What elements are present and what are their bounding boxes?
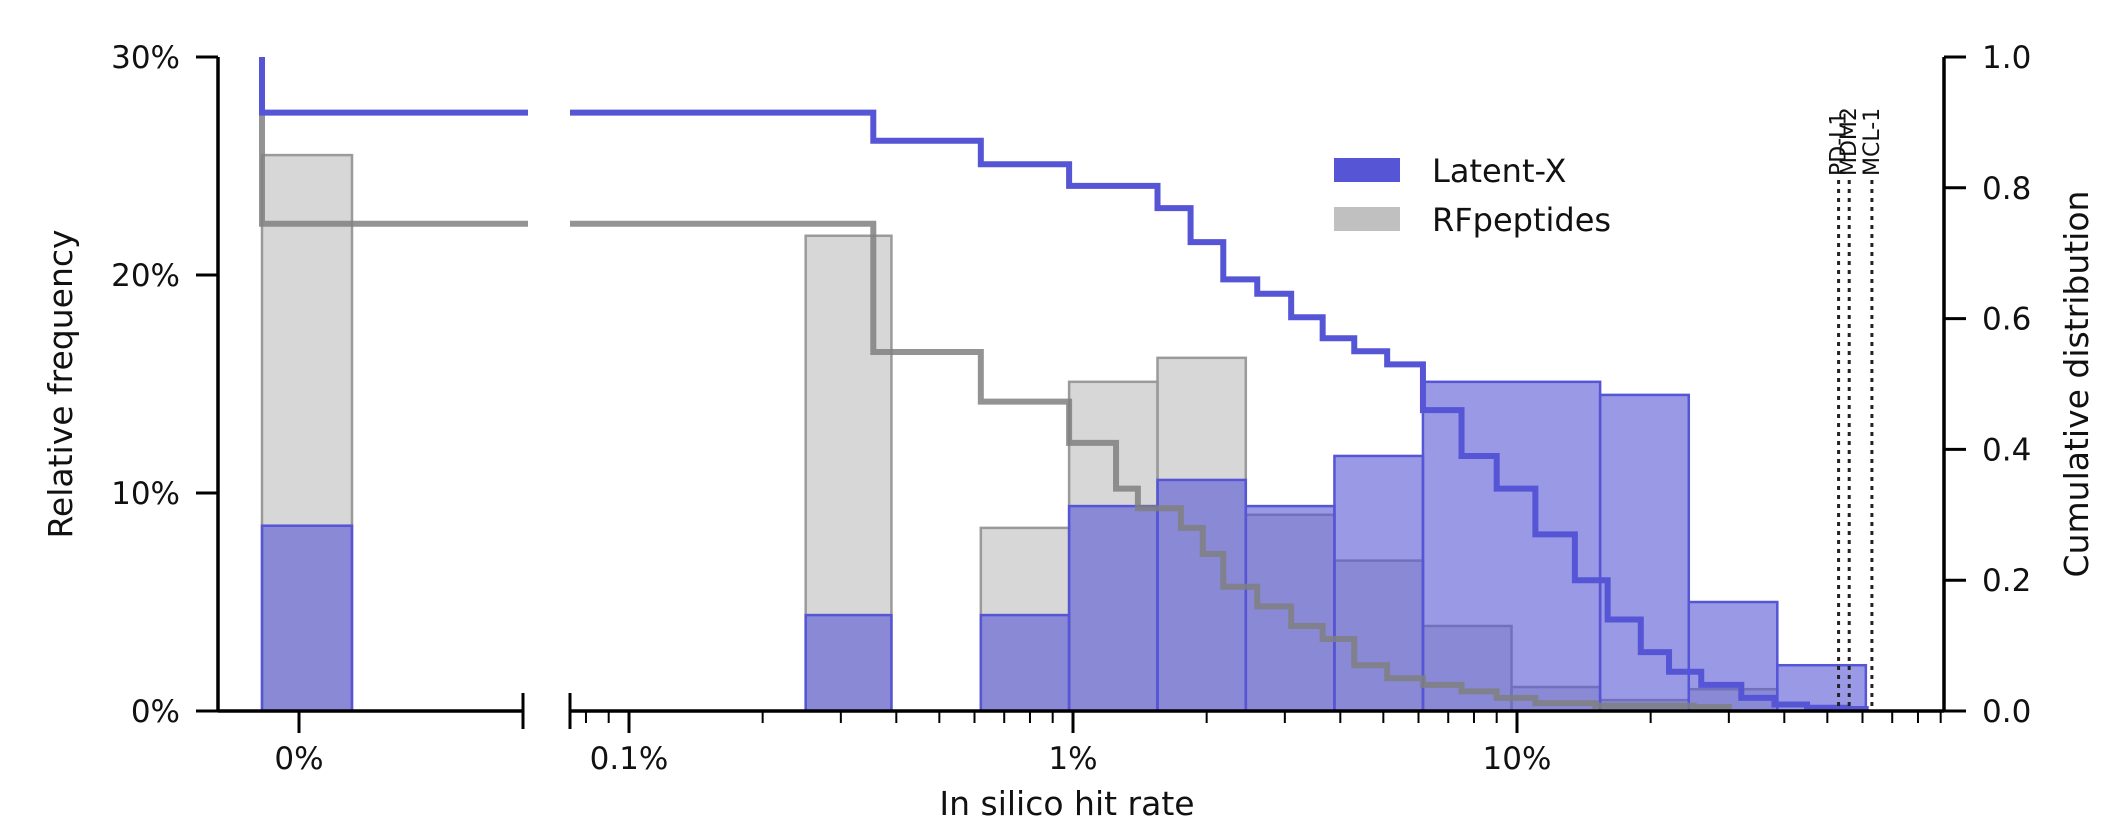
reference-label-pd-l1: PD-L1 [1827, 112, 1852, 176]
axes: 0% 10% 20% 30% 0.0 0.2 0.4 0.6 0.8 1.0 0% 0.1% 1% 10% [111, 40, 2031, 777]
legend-swatch-latent-x [1334, 158, 1400, 182]
cumulative-curves [259, 57, 1869, 713]
reference-label-mcl-1: MCL-1 [1860, 108, 1885, 176]
latent-x-bar-0 [804, 613, 893, 713]
latent-x-bar-8 [1687, 600, 1779, 713]
legend-label-latent-x: Latent-X [1432, 152, 1566, 190]
right-y-tick-label: 1.0 [1982, 40, 2031, 76]
latent-x-bar-7 [1598, 393, 1691, 713]
latent-x-histogram [260, 380, 1868, 713]
right-y-tick-label: 0.0 [1982, 694, 2031, 730]
left-y-axis-title: Relative frequency [41, 229, 80, 538]
legend: Latent-X RFpeptides [1334, 152, 1611, 239]
latent-x-cdf-zero-segment [259, 57, 528, 116]
legend-label-rfpeptides: RFpeptides [1432, 201, 1611, 239]
right-y-axis-title: Cumulative distribution [2057, 191, 2096, 578]
latent-x-bar-1 [979, 613, 1071, 713]
rfpeptides-cdf-line [570, 220, 1732, 711]
x-tick-label: 0% [274, 741, 323, 777]
left-y-tick-label: 30% [111, 40, 180, 76]
latent-x-cdf-line [570, 109, 1869, 713]
latent-x-bar-5 [1333, 454, 1425, 713]
left-y-tick-label: 10% [111, 476, 180, 512]
x-tick-label: 10% [1483, 741, 1552, 777]
latent-x-bar-zero [260, 524, 354, 713]
x-tick-label: 0.1% [590, 741, 669, 777]
x-axis-title: In silico hit rate [939, 784, 1194, 823]
right-y-tick-label: 0.6 [1982, 302, 2031, 338]
legend-swatch-rfpeptides [1334, 207, 1400, 231]
left-y-tick-label: 0% [131, 694, 180, 730]
x-tick-label: 1% [1048, 741, 1097, 777]
reference-label-mdm2: MDM2 [1837, 107, 1862, 176]
latent-x-bar-3 [1156, 478, 1248, 713]
right-y-tick-label: 0.2 [1982, 563, 2031, 599]
right-y-tick-label: 0.8 [1982, 171, 2031, 207]
latent-x-bar-2 [1067, 504, 1159, 713]
left-y-tick-label: 20% [111, 258, 180, 294]
right-y-tick-label: 0.4 [1982, 432, 2031, 468]
